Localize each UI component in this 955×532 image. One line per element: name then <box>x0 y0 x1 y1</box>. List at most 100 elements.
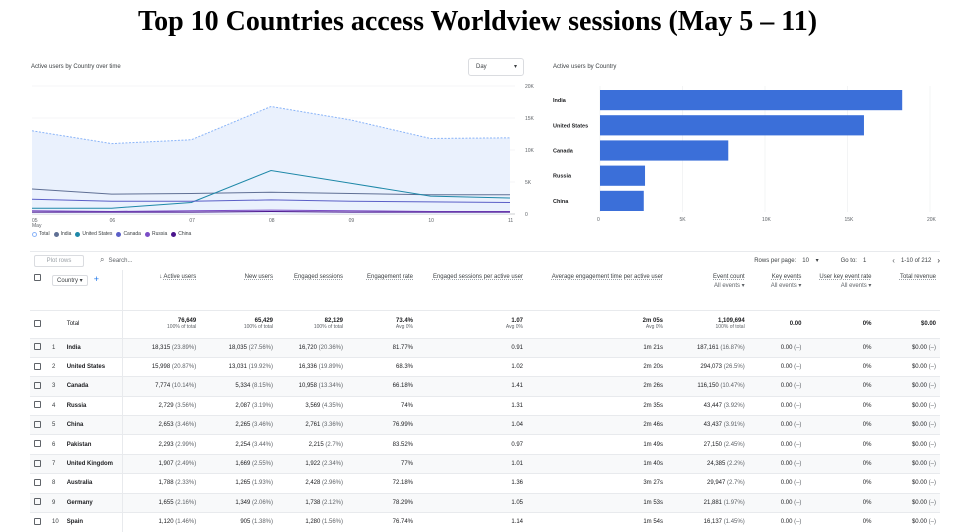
row-event-count-share: (26.5%) <box>723 364 745 371</box>
row-engaged-per-user: 1.01 <box>417 453 528 474</box>
row-active-users-value: 7,774 <box>155 383 171 390</box>
total-avg-time-sub: Avg 0% <box>645 324 664 330</box>
table-row[interactable]: 1 India 18,315 (23.89%) 18,035 (27.56%) 16,7… <box>30 337 940 358</box>
row-active-users-share: (23.89%) <box>171 344 197 351</box>
table-row[interactable]: 2 United States 15,998 (20.87%) 13,031 (19.… <box>30 356 940 377</box>
x-tick-label: 0 <box>597 217 600 223</box>
row-avg-time: 2m 46s <box>527 415 668 435</box>
col-revenue[interactable]: Total revenue <box>875 270 940 310</box>
row-country[interactable]: Spain <box>62 512 124 532</box>
col-engagement-rate[interactable]: Engagement rate <box>347 270 417 310</box>
row-country[interactable]: Russia <box>62 395 124 416</box>
table-row[interactable]: 10 Spain 1,120 (1.46%) 905 (1.38%) 1,280 (1.… <box>30 512 940 532</box>
row-country[interactable]: Australia <box>62 473 124 494</box>
row-engaged-sessions-value: 10,958 <box>298 383 317 390</box>
row-user-key-rate: 0% <box>805 473 876 494</box>
row-checkbox[interactable] <box>34 459 41 467</box>
row-checkbox[interactable] <box>34 440 41 448</box>
col-new-users[interactable]: New users <box>200 270 277 310</box>
dimension-select[interactable]: Country ▾ <box>52 275 88 286</box>
row-country[interactable]: China <box>62 415 124 435</box>
row-number: 8 <box>48 473 63 494</box>
row-checkbox[interactable] <box>34 478 41 486</box>
row-country[interactable]: United Kingdom <box>62 453 124 474</box>
row-country[interactable]: Pakistan <box>62 434 124 455</box>
table-controls: Plot rows ⌕ Search... Rows per page: 10 ▾… <box>30 251 940 269</box>
row-new-users-value: 2,265 <box>235 422 251 429</box>
row-avg-time: 1m 53s <box>527 492 668 513</box>
row-active-users: 2,653 (3.46%) <box>122 415 201 435</box>
row-country[interactable]: United States <box>62 356 124 377</box>
col-engaged-sessions[interactable]: Engaged sessions <box>277 270 347 310</box>
goto-input[interactable]: 1 <box>862 257 867 264</box>
row-engagement-rate: 72.18% <box>347 473 418 494</box>
search-input[interactable]: Search... <box>108 258 133 264</box>
row-user-key-rate: 0% <box>805 512 876 532</box>
col-engaged-per-user[interactable]: Engaged sessions per active user <box>417 270 527 310</box>
table-row[interactable]: 5 China 2,653 (3.46%) 2,265 (3.46%) 2,761 (3… <box>30 415 940 435</box>
legend-item[interactable]: Russia <box>144 231 167 237</box>
legend-label: United States <box>82 231 113 237</box>
row-new-users-value: 1,349 <box>235 499 251 506</box>
table-row[interactable]: 7 United Kingdom 1,907 (2.49%) 1,669 (2.55%… <box>30 453 940 474</box>
col-key-events[interactable]: Key events All events ▾ <box>749 270 806 310</box>
row-checkbox[interactable] <box>34 362 41 370</box>
rows-per-page-select[interactable]: 10 ▾ <box>802 258 819 264</box>
total-avg-time-value: 2m 05s <box>642 318 664 324</box>
prev-page-icon[interactable]: ‹ <box>892 256 895 265</box>
table-row[interactable]: 4 Russia 2,729 (3.56%) 2,087 (3.19%) 3,569 (… <box>30 395 940 416</box>
col-avg-time[interactable]: Average engagement time per active user <box>527 270 667 310</box>
legend-item[interactable]: Total <box>32 231 50 237</box>
next-page-icon[interactable]: › <box>937 256 940 265</box>
add-dimension-icon[interactable]: + <box>93 274 99 284</box>
legend-item[interactable]: United States <box>75 231 112 237</box>
y-tick-label: 10K <box>525 148 535 154</box>
row-revenue-share: (–) <box>928 344 936 351</box>
y-tick-label: 20K <box>525 84 535 90</box>
bar-chart-label: Active users by Country <box>553 64 617 70</box>
row-new-users-share: (27.56%) <box>248 344 274 351</box>
table-row[interactable]: 3 Canada 7,774 (10.14%) 5,334 (8.15%) 10,958… <box>30 376 940 397</box>
col-user-key-rate[interactable]: User key event rate All events ▾ <box>805 270 875 310</box>
search-box[interactable]: ⌕ Search... <box>100 255 133 265</box>
row-event-count-value: 27,150 <box>703 441 723 448</box>
col-active-users[interactable]: ↓ Active users <box>123 270 201 310</box>
row-event-count: 294,073 (26.5%) <box>667 356 749 377</box>
legend-item[interactable]: India <box>53 231 71 237</box>
row-engaged-per-user: 0.91 <box>417 337 528 358</box>
row-checkbox[interactable] <box>34 401 41 409</box>
event-count-filter[interactable]: All events ▾ <box>714 283 745 289</box>
col-new-users-label: New users <box>244 274 274 280</box>
row-key-events-value: 0.00 <box>780 364 793 371</box>
row-checkbox[interactable] <box>34 420 41 428</box>
select-all-checkbox[interactable] <box>34 274 41 281</box>
row-checkbox[interactable] <box>34 343 41 351</box>
table-row[interactable]: 9 Germany 1,655 (2.16%) 1,349 (2.06%) 1,738 … <box>30 492 940 513</box>
col-event-count[interactable]: Event count All events ▾ <box>667 270 749 310</box>
row-key-events: 0.00 (–) <box>748 395 806 416</box>
plot-rows-button[interactable]: Plot rows <box>34 255 84 267</box>
row-country[interactable]: India <box>62 337 124 358</box>
total-checkbox[interactable] <box>34 319 41 327</box>
row-number: 6 <box>48 434 63 455</box>
row-key-events-share: (–) <box>794 499 802 506</box>
row-country[interactable]: Canada <box>62 376 124 397</box>
row-engaged-sessions-value: 2,761 <box>305 422 321 429</box>
row-checkbox[interactable] <box>34 381 41 389</box>
y-tick-label: 15K <box>525 116 535 122</box>
key-events-filter[interactable]: All events ▾ <box>770 283 802 289</box>
day-select[interactable]: Day ▾ <box>468 58 524 76</box>
legend-item[interactable]: Canada <box>116 231 141 237</box>
row-checkbox[interactable] <box>34 498 41 506</box>
legend-item[interactable]: China <box>171 231 191 237</box>
row-checkbox-cell <box>30 473 48 494</box>
row-country[interactable]: Germany <box>62 492 124 513</box>
table-row[interactable]: 6 Pakistan 2,293 (2.99%) 2,254 (3.44%) 2,215… <box>30 434 940 455</box>
row-user-key-rate: 0% <box>805 376 876 397</box>
row-event-count: 43,447 (3.92%) <box>667 395 749 416</box>
row-key-events: 0.00 (–) <box>748 473 806 494</box>
row-checkbox[interactable] <box>34 517 41 525</box>
user-key-rate-filter[interactable]: All events ▾ <box>840 283 872 289</box>
row-number: 5 <box>48 415 63 435</box>
table-row[interactable]: 8 Australia 1,788 (2.33%) 1,265 (1.93%) 2,42… <box>30 473 940 494</box>
